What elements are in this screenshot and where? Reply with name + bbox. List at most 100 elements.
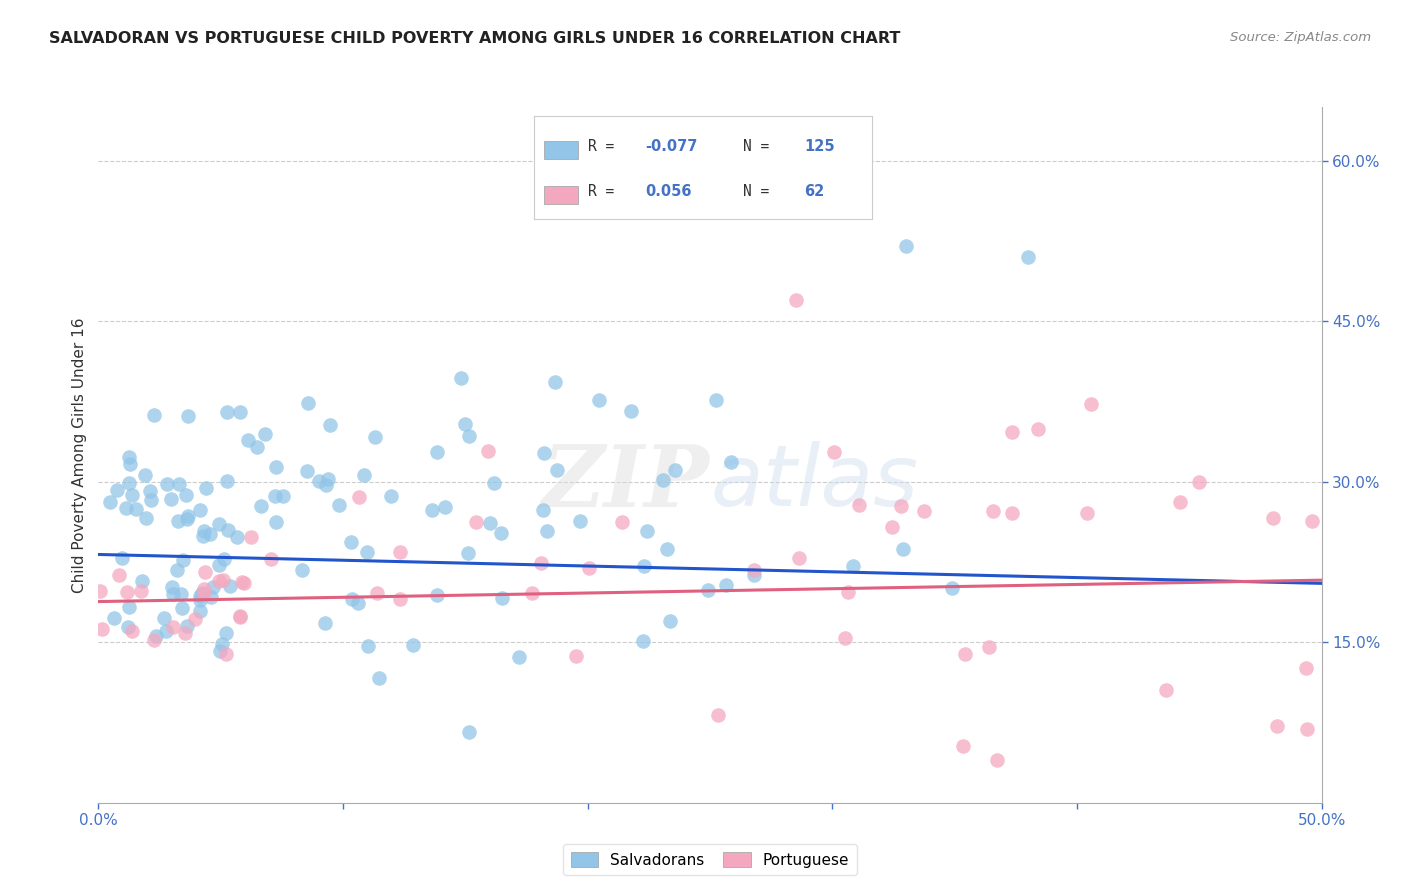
Point [356,545,378,559]
Point [271,489,294,503]
Point [981,504,1004,518]
Point [315,478,337,492]
Point [1296,722,1319,736]
Point [153,611,176,625]
Point [91,622,114,636]
Point [482,475,505,490]
Point [340,592,363,607]
Point [457,724,479,739]
Point [111,550,134,565]
Point [239,531,262,545]
Point [787,551,810,566]
Text: atlas: atlas [710,442,918,524]
Point [714,578,737,592]
Point [364,430,387,444]
Point [188,592,211,607]
Point [118,476,141,491]
Text: -0.077: -0.077 [645,139,697,154]
Point [308,474,330,488]
Point [184,612,207,626]
Point [208,574,231,588]
Point [208,517,231,532]
Point [121,624,143,639]
Point [664,463,686,477]
Point [742,568,765,582]
Point [491,591,513,606]
Point [631,633,654,648]
Point [134,468,156,483]
Point [347,491,370,505]
Point [612,515,634,529]
Point [620,403,643,417]
Text: 62: 62 [804,185,824,200]
Point [426,444,449,458]
Point [426,588,449,602]
Point [297,396,319,410]
Point [156,476,179,491]
Point [402,638,425,652]
Point [202,580,225,594]
Point [260,552,283,566]
Point [193,524,215,538]
Point [229,405,252,419]
Point [162,620,184,634]
Point [143,633,166,648]
Point [209,643,232,657]
Point [318,472,340,486]
Point [215,648,238,662]
Point [103,611,125,625]
Point [477,444,499,458]
Point [707,708,730,723]
Point [454,417,477,432]
Point [1301,514,1323,528]
Point [1080,396,1102,410]
Point [979,640,1001,655]
Point [233,575,256,590]
Point [246,440,269,454]
Point [837,585,859,599]
Point [191,585,214,599]
Point [141,493,163,508]
Point [121,488,143,502]
Point [450,370,472,384]
Point [208,558,231,572]
Point [533,502,555,516]
Point [368,671,391,685]
Point [98,494,121,508]
Point [214,551,236,566]
Bar [544,186,578,204]
Point [569,514,592,528]
Point [193,582,215,596]
Point [651,473,673,487]
Point [160,580,183,594]
Point [117,600,139,615]
Point [135,511,157,525]
Point [115,500,138,515]
Point [536,524,558,539]
Point [633,558,655,573]
Text: N =: N = [744,139,779,154]
Point [328,498,350,512]
Point [215,626,238,640]
Point [117,619,139,633]
Point [742,563,765,577]
Point [1017,250,1039,264]
Point [457,546,479,560]
Point [941,581,963,595]
Point [176,512,198,526]
Point [356,639,378,653]
Point [198,527,221,541]
Point [217,523,239,537]
Legend: Salvadorans, Portuguese: Salvadorans, Portuguese [564,844,856,875]
Point [588,392,610,407]
Point [546,463,568,477]
Point [229,609,252,624]
Point [166,514,188,528]
Point [1295,661,1317,675]
Point [118,450,141,465]
Point [366,586,388,600]
Point [89,584,111,599]
Point [380,489,402,503]
Point [720,455,742,469]
Point [953,647,976,661]
